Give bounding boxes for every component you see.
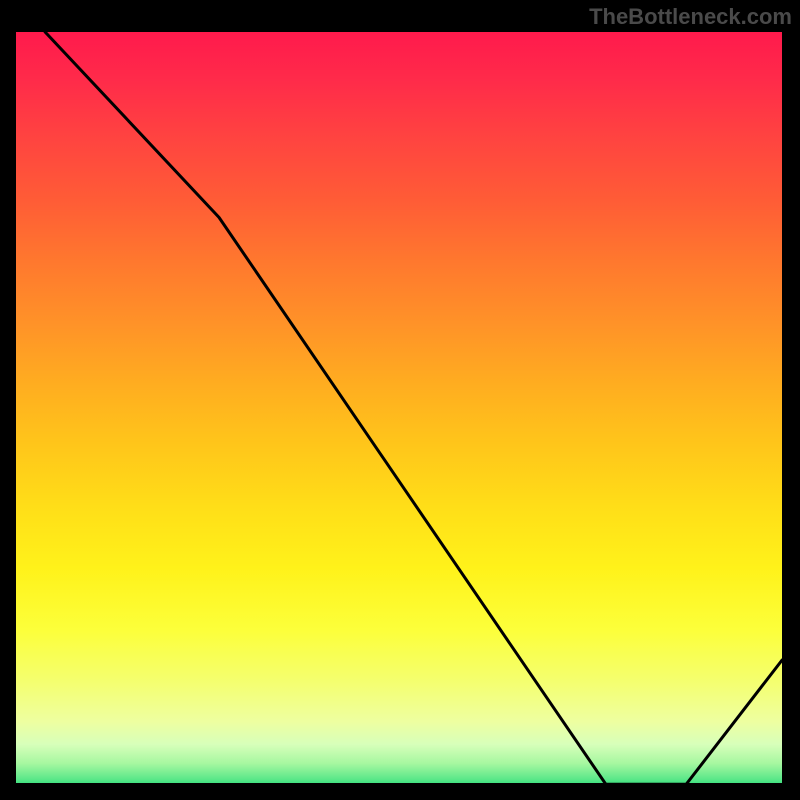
- plot-area: [14, 30, 784, 785]
- marker-layer: [16, 32, 782, 783]
- watermark-text: TheBottleneck.com: [589, 4, 792, 30]
- chart-root: { "watermark": { "text": "TheBottleneck.…: [0, 0, 800, 800]
